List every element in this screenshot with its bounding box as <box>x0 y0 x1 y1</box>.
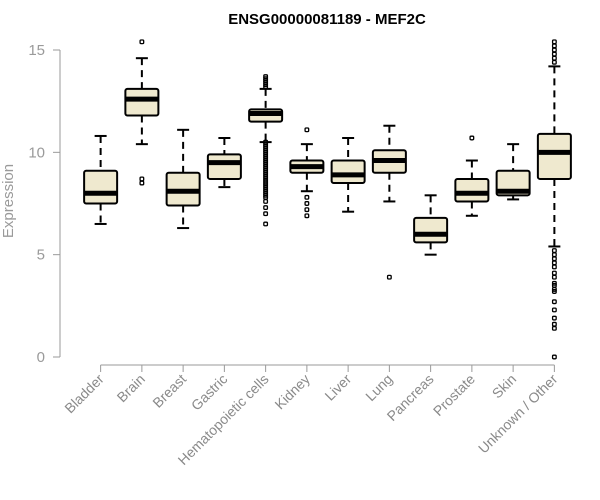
outlier-point <box>551 354 557 360</box>
y-tick-label: 5 <box>37 247 45 264</box>
outlier-point <box>469 135 475 141</box>
iqr-box <box>454 177 490 203</box>
outlier-point <box>551 43 557 49</box>
outlier-point <box>139 39 145 45</box>
outlier-point <box>551 256 557 262</box>
x-tick-label: Liver <box>321 371 354 404</box>
outlier-point <box>304 127 310 133</box>
box-unknown-other <box>536 39 572 360</box>
chart-title: ENSG00000081189 - MEF2C <box>228 11 426 28</box>
iqr-box <box>83 169 119 205</box>
y-tick-label: 10 <box>28 144 45 161</box>
outlier-point <box>551 315 557 321</box>
outlier-point <box>551 39 557 45</box>
outlier-point <box>551 252 557 258</box>
x-tick-label: Lung <box>362 371 395 404</box>
outlier-point <box>551 59 557 65</box>
iqr-box <box>413 216 449 244</box>
y-axis: 0 5 10 15 <box>28 42 61 366</box>
x-tick-label: Bladder <box>61 371 107 417</box>
iqr-box <box>536 132 572 180</box>
x-tick-label: Breast <box>149 371 189 411</box>
box-kidney <box>289 127 325 219</box>
box-bladder <box>83 134 119 225</box>
outlier-point <box>551 299 557 305</box>
x-tick-label: Prostate <box>430 371 478 419</box>
outlier-point <box>304 201 310 206</box>
outlier-point <box>551 264 557 270</box>
outlier-point <box>551 55 557 61</box>
y-tick-label: 0 <box>37 349 45 366</box>
outlier-point <box>551 47 557 53</box>
iqr-box <box>124 87 160 117</box>
y-tick-label: 15 <box>28 42 45 59</box>
box-gastric <box>206 137 242 189</box>
iqr-box <box>206 153 242 180</box>
outlier-point <box>551 270 557 276</box>
box-pancreas <box>413 194 449 256</box>
box-series <box>83 39 572 360</box>
outlier-point <box>551 248 557 254</box>
outlier-point <box>551 51 557 57</box>
x-tick-label: Skin <box>489 371 520 402</box>
box-skin <box>495 143 531 201</box>
iqr-box <box>330 159 366 185</box>
x-tick-label: Brain <box>114 371 148 405</box>
outlier-point <box>551 307 557 313</box>
outlier-point <box>551 321 557 327</box>
outlier-point <box>263 205 269 211</box>
box-lung <box>371 124 407 280</box>
outlier-point <box>551 289 557 294</box>
outlier-point <box>139 180 145 186</box>
outlier-point <box>263 211 269 217</box>
outlier-point <box>263 84 269 90</box>
outlier-point <box>263 221 269 227</box>
outlier-point <box>551 274 557 280</box>
outlier-point <box>551 260 557 266</box>
box-hematopoietic-cells <box>248 74 284 227</box>
y-axis-label: Expression <box>0 164 17 238</box>
outlier-point <box>304 207 310 213</box>
outlier-point <box>386 274 392 280</box>
outlier-point <box>263 199 269 204</box>
outlier-point <box>139 176 145 182</box>
box-prostate <box>454 135 490 217</box>
outlier-point <box>551 325 557 331</box>
x-tick-label: Kidney <box>271 371 313 413</box>
box-breast <box>165 128 201 230</box>
box-liver <box>330 137 366 213</box>
outlier-point <box>304 213 310 219</box>
box-brain <box>124 39 160 186</box>
outlier-point <box>304 194 310 200</box>
